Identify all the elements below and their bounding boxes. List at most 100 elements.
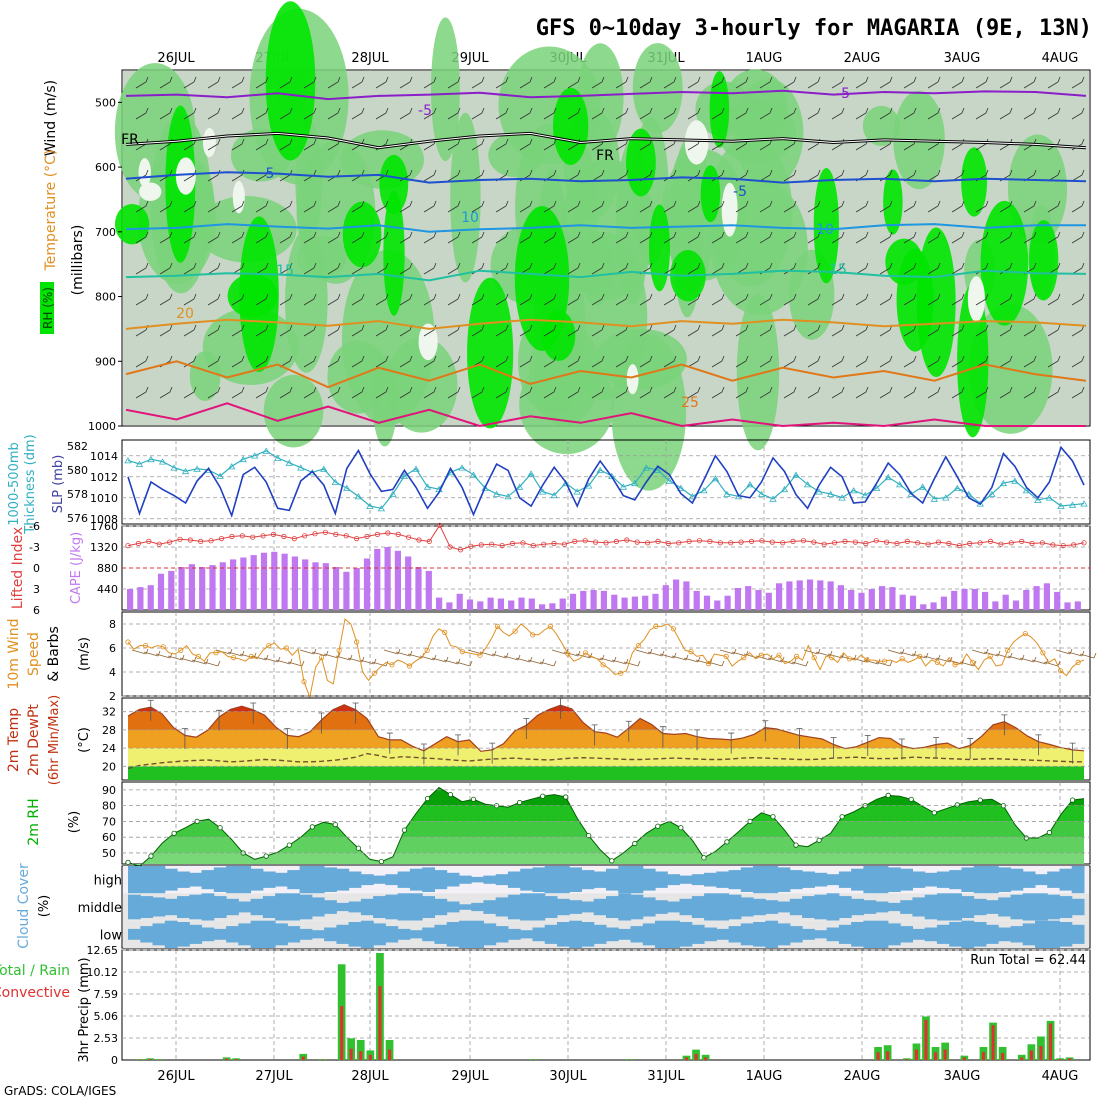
wind-speed-point: [143, 642, 149, 649]
cloud-cell: [262, 920, 276, 948]
wind-barb: [519, 355, 533, 368]
li-point: [707, 538, 713, 545]
wind-barb: [975, 293, 989, 306]
rh-dry-region: [202, 127, 216, 158]
wind-barb: [519, 200, 533, 213]
cloud-cell: [446, 901, 460, 913]
rh-dry-region: [418, 323, 438, 361]
li-point: [416, 537, 422, 543]
wind-barb: [495, 293, 509, 306]
thickness-point: [999, 479, 1008, 487]
wind-barb: [231, 386, 245, 399]
precip-convective-bar: [234, 1059, 238, 1060]
precip-total-bar: [318, 1059, 327, 1060]
thickness-point: [423, 483, 432, 490]
cloud-cell: [397, 871, 411, 888]
wind-barb: [183, 231, 197, 244]
li-point: [967, 540, 973, 547]
cloud-cell: [900, 868, 913, 891]
wind-barb: [231, 324, 245, 337]
wind-barb: [735, 386, 749, 399]
li-point: [509, 540, 516, 547]
cloud-cell: [275, 872, 288, 887]
cloud-cell: [912, 928, 926, 940]
wind-barb: [503, 654, 521, 661]
wind-barb: [687, 293, 701, 306]
wind-barb: [227, 650, 245, 657]
precip-convective-bar: [301, 1056, 305, 1060]
wind-speed-point: [547, 623, 553, 630]
wind-barb: [591, 107, 605, 120]
wind-barb: [351, 355, 365, 368]
wind-barb: [567, 262, 581, 275]
cloud-cell: [875, 866, 889, 894]
wind-barb: [207, 386, 221, 399]
precip-convective-bar: [1039, 1046, 1043, 1060]
wind-barb: [783, 107, 797, 120]
cloud-cell: [1071, 898, 1085, 916]
wind-barb: [1023, 355, 1037, 368]
thickness-point: [803, 481, 812, 488]
minmax-whisker: [250, 702, 257, 724]
tick-label: 70: [102, 815, 116, 828]
rh-saturated-region: [379, 154, 409, 214]
rh-point: [540, 793, 546, 799]
cloud-cell: [753, 898, 766, 916]
li-point: [437, 522, 443, 528]
thickness-point: [665, 477, 674, 484]
li-point: [167, 539, 173, 545]
wind-barb: [1071, 107, 1085, 120]
wind-barb: [231, 200, 245, 213]
wind-speed-point: [424, 647, 430, 654]
cloud-cell: [373, 896, 386, 918]
thickness-point: [262, 447, 270, 454]
tick-label: 700: [95, 226, 116, 239]
wind-speed-point: [723, 653, 729, 660]
minmax-whisker: [557, 698, 564, 719]
rh-dry-region: [684, 120, 709, 165]
cloud-cell: [299, 866, 313, 894]
wind-barb: [279, 231, 293, 244]
wind-barb: [831, 355, 845, 368]
cloud-cell: [226, 926, 239, 943]
cloud-cell: [434, 870, 448, 890]
wind-barb: [251, 654, 269, 661]
thickness-line: [127, 450, 1085, 510]
wind-barb: [1047, 355, 1061, 368]
wind-barb: [807, 107, 821, 120]
wind-speed-point: [195, 653, 201, 660]
cape-bar: [837, 585, 844, 610]
wind-barb: [543, 355, 557, 368]
minmax-whisker: [420, 743, 427, 765]
cape-bar: [642, 595, 649, 610]
li-point: [613, 538, 620, 545]
li-point: [229, 533, 235, 540]
cloud-cell: [777, 867, 791, 892]
wind-barb: [135, 200, 149, 213]
wind-speed-point: [582, 650, 589, 656]
wind-barb: [495, 324, 509, 337]
li-point: [135, 540, 141, 547]
wind-barb: [207, 324, 221, 337]
wind-barb: [711, 76, 725, 89]
wind-barb: [999, 293, 1013, 306]
cape-bar: [188, 564, 195, 610]
wind-speed-point: [934, 659, 941, 666]
wind-barb: [995, 652, 1013, 659]
wind-barb: [687, 200, 701, 213]
wind-barb: [543, 231, 557, 244]
wind-barb: [303, 200, 317, 213]
wind-barb: [375, 231, 389, 244]
thickness-point: [746, 481, 754, 488]
wind-barb: [807, 231, 821, 244]
wind-barb: [279, 386, 293, 399]
rh-moist-region: [736, 294, 780, 451]
wind-barb: [1071, 76, 1085, 89]
cloud-cell: [446, 922, 460, 947]
wind-barb: [135, 107, 149, 120]
wind-barb: [159, 386, 173, 399]
cloud-cell: [618, 893, 632, 921]
li-point: [1050, 542, 1056, 548]
cloud-cell: [728, 870, 742, 890]
cape-bar: [394, 550, 401, 610]
